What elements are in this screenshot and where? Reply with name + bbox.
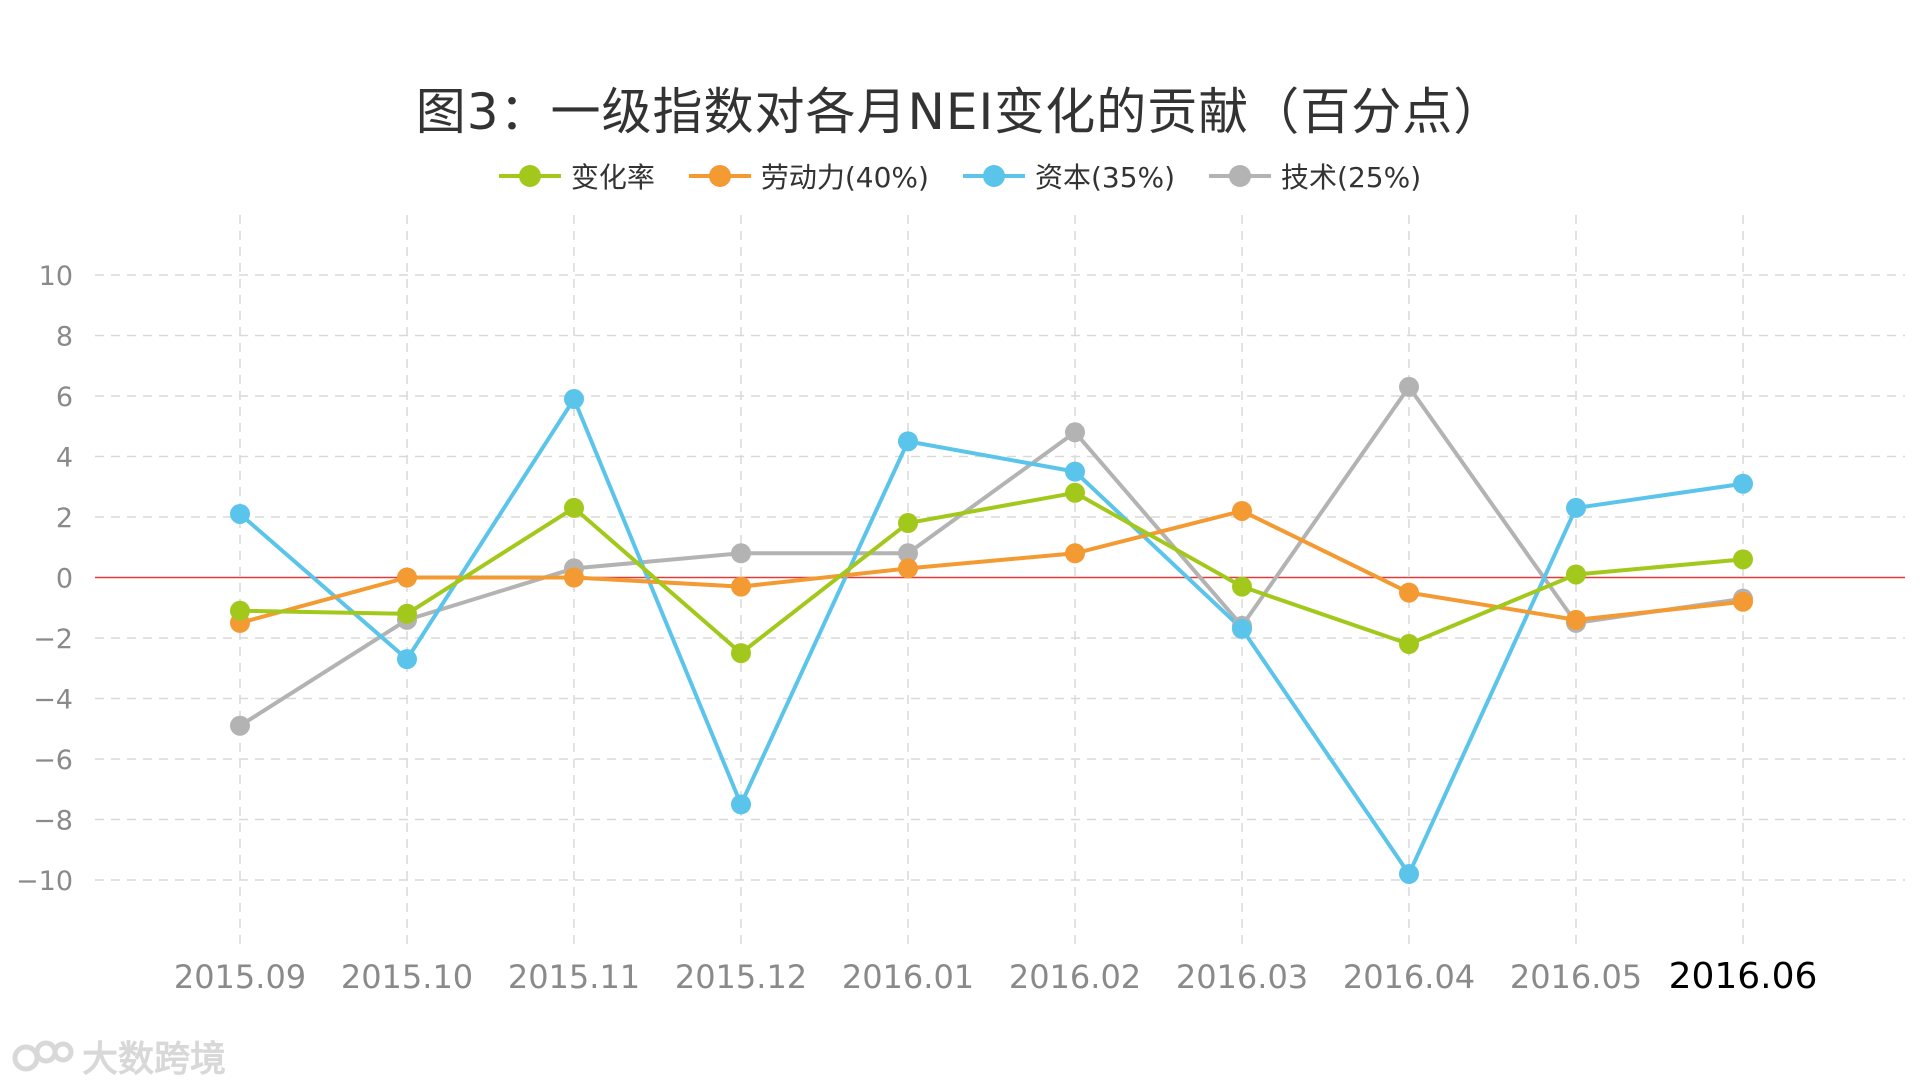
legend-dot [1229, 165, 1252, 187]
data-point [1566, 497, 1586, 518]
data-point [1399, 376, 1419, 397]
data-point [230, 715, 250, 736]
data-point [1566, 564, 1586, 585]
x-tick-label: 2016.05 [1510, 958, 1642, 996]
legend-item-change-rate[interactable]: 变化率 [498, 156, 655, 196]
data-point [731, 543, 751, 564]
y-tick-label: −4 [33, 685, 73, 716]
data-point [1733, 591, 1753, 612]
x-tick-label: 2015.12 [675, 958, 807, 996]
data-point [1065, 543, 1085, 564]
series-line [239, 508, 1744, 625]
series-line [238, 384, 1744, 728]
data-point [397, 649, 417, 670]
x-tick-label: 2015.11 [508, 958, 640, 996]
legend-dot [708, 165, 731, 187]
data-point [898, 513, 918, 534]
x-tick-label: 2016.01 [842, 958, 974, 996]
data-point [1065, 482, 1085, 503]
data-point [898, 558, 918, 579]
y-tick-label: 4 [56, 443, 73, 474]
data-point [230, 600, 250, 621]
y-tick-label: 10 [39, 261, 73, 292]
data-point [397, 603, 417, 624]
legend: 变化率 劳动力(40%) 资本(35%) 技术(25%) [0, 156, 1920, 196]
legend-label-capital: 资本(35%) [1034, 161, 1176, 194]
y-tick-label: 8 [56, 322, 73, 353]
legend-label-technology: 技术(25%) [1281, 161, 1422, 194]
data-point [564, 389, 584, 410]
x-tick-label-highlighted: 2016.06 [1669, 956, 1818, 997]
y-tick-label: −2 [33, 624, 73, 655]
data-point [731, 794, 751, 815]
legend-dot [982, 165, 1005, 187]
data-point [1232, 576, 1252, 597]
y-tick-label: −10 [16, 866, 73, 897]
data-point [1399, 634, 1419, 655]
data-point [1399, 582, 1419, 603]
legend-item-technology[interactable]: 技术(25%) [1209, 156, 1421, 196]
data-point [564, 497, 584, 518]
watermark: 大数跨境 [12, 1030, 226, 1082]
legend-label-labor: 劳动力(40%) [760, 161, 929, 194]
data-point [1399, 863, 1419, 884]
x-tick-label: 2015.09 [174, 958, 306, 996]
data-point [898, 543, 918, 564]
data-point [898, 431, 918, 452]
series-line [238, 397, 1744, 876]
legend-item-labor[interactable]: 劳动力(40%) [688, 156, 929, 196]
legend-swatch-labor [688, 164, 751, 188]
y-tick-label: 6 [56, 382, 73, 413]
y-tick-label: 0 [56, 564, 73, 595]
data-point [230, 503, 250, 524]
data-point [1065, 422, 1085, 443]
y-tick-label: 2 [56, 503, 73, 534]
data-point [1733, 549, 1753, 570]
x-tick-label: 2016.02 [1009, 958, 1141, 996]
x-tick-label: 2015.10 [341, 958, 473, 996]
data-point [1065, 461, 1085, 482]
legend-label-change-rate: 变化率 [570, 161, 655, 194]
x-tick-label: 2016.03 [1176, 958, 1308, 996]
y-tick-label: −6 [33, 745, 73, 776]
x-tick-label: 2016.04 [1343, 958, 1475, 996]
legend-dot [518, 165, 541, 187]
data-point [731, 576, 751, 597]
watermark-text: 大数跨境 [82, 1039, 227, 1080]
data-point [1733, 473, 1753, 494]
legend-swatch-technology [1209, 164, 1272, 188]
data-point [397, 567, 417, 588]
data-point [564, 567, 584, 588]
legend-swatch-capital [962, 164, 1025, 188]
legend-swatch-change-rate [498, 164, 561, 188]
watermark-logo-icon [12, 1040, 74, 1072]
data-point [1232, 618, 1252, 639]
series-line [239, 490, 1744, 656]
data-point [731, 643, 751, 664]
legend-item-capital[interactable]: 资本(35%) [962, 156, 1176, 196]
chart-title: 图3：一级指数对各月NEI变化的贡献（百分点） [415, 83, 1505, 141]
data-point [1566, 609, 1586, 630]
y-tick-label: −8 [33, 806, 73, 837]
data-point [1232, 500, 1252, 521]
